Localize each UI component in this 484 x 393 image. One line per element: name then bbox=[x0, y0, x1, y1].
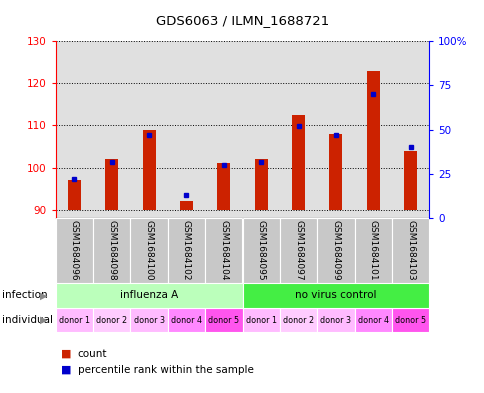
Bar bbox=[254, 159, 267, 210]
Bar bbox=[242, 283, 428, 308]
Text: GSM1684096: GSM1684096 bbox=[70, 220, 79, 281]
Bar bbox=[180, 201, 193, 210]
Bar bbox=[391, 218, 428, 283]
Text: percentile rank within the sample: percentile rank within the sample bbox=[77, 365, 253, 375]
Text: donor 4: donor 4 bbox=[357, 316, 388, 325]
Text: count: count bbox=[77, 349, 107, 359]
Bar bbox=[242, 308, 279, 332]
Bar bbox=[130, 218, 167, 283]
Text: GSM1684095: GSM1684095 bbox=[256, 220, 265, 281]
Text: GSM1684098: GSM1684098 bbox=[107, 220, 116, 281]
Text: infection: infection bbox=[2, 290, 48, 300]
Bar bbox=[93, 218, 130, 283]
Text: donor 4: donor 4 bbox=[171, 316, 201, 325]
Bar bbox=[317, 218, 354, 283]
Bar bbox=[56, 308, 93, 332]
Bar bbox=[217, 163, 230, 210]
Bar bbox=[142, 130, 155, 210]
Text: donor 2: donor 2 bbox=[282, 316, 314, 325]
Text: influenza A: influenza A bbox=[120, 290, 178, 300]
Bar bbox=[366, 71, 379, 210]
Text: GDS6063 / ILMN_1688721: GDS6063 / ILMN_1688721 bbox=[155, 14, 329, 27]
Text: GSM1684103: GSM1684103 bbox=[405, 220, 414, 281]
Bar bbox=[205, 218, 242, 283]
Bar bbox=[391, 308, 428, 332]
Bar bbox=[279, 218, 317, 283]
Bar bbox=[56, 218, 93, 283]
Bar bbox=[167, 308, 205, 332]
Bar bbox=[93, 308, 130, 332]
Bar bbox=[279, 308, 317, 332]
Bar bbox=[205, 308, 242, 332]
Text: ■: ■ bbox=[60, 349, 71, 359]
Text: donor 5: donor 5 bbox=[208, 316, 239, 325]
Text: individual: individual bbox=[2, 315, 53, 325]
Text: GSM1684099: GSM1684099 bbox=[331, 220, 340, 281]
Text: GSM1684100: GSM1684100 bbox=[144, 220, 153, 281]
Bar bbox=[56, 283, 242, 308]
Text: ■: ■ bbox=[60, 365, 71, 375]
Text: donor 2: donor 2 bbox=[96, 316, 127, 325]
Bar bbox=[317, 308, 354, 332]
Text: donor 3: donor 3 bbox=[320, 316, 350, 325]
Text: GSM1684102: GSM1684102 bbox=[182, 220, 191, 281]
Bar bbox=[167, 218, 205, 283]
Text: no virus control: no virus control bbox=[294, 290, 376, 300]
Text: donor 5: donor 5 bbox=[394, 316, 425, 325]
Bar bbox=[354, 218, 391, 283]
Text: donor 1: donor 1 bbox=[245, 316, 276, 325]
Bar bbox=[105, 159, 118, 210]
Text: donor 1: donor 1 bbox=[59, 316, 90, 325]
Text: GSM1684101: GSM1684101 bbox=[368, 220, 377, 281]
Bar bbox=[291, 115, 304, 210]
Bar bbox=[403, 151, 416, 210]
Bar bbox=[242, 218, 279, 283]
Bar bbox=[68, 180, 81, 210]
Text: donor 3: donor 3 bbox=[134, 316, 164, 325]
Bar bbox=[130, 308, 167, 332]
Text: GSM1684097: GSM1684097 bbox=[293, 220, 302, 281]
Text: ▶: ▶ bbox=[40, 290, 47, 300]
Text: GSM1684104: GSM1684104 bbox=[219, 220, 228, 281]
Text: ▶: ▶ bbox=[40, 315, 47, 325]
Bar bbox=[354, 308, 391, 332]
Bar bbox=[329, 134, 342, 210]
